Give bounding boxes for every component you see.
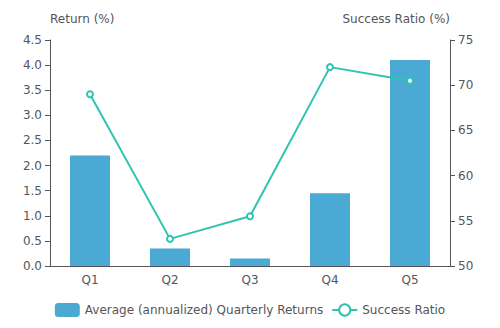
- svg-text:Q2: Q2: [161, 273, 178, 287]
- svg-text:4.0: 4.0: [23, 58, 42, 72]
- svg-text:Q4: Q4: [321, 273, 338, 287]
- svg-text:Return (%): Return (%): [50, 12, 114, 26]
- svg-text:70: 70: [458, 78, 473, 92]
- svg-text:Q5: Q5: [401, 273, 418, 287]
- svg-text:Q3: Q3: [241, 273, 258, 287]
- svg-text:4.5: 4.5: [23, 33, 42, 47]
- svg-text:1.5: 1.5: [23, 184, 42, 198]
- svg-text:1.0: 1.0: [23, 209, 42, 223]
- svg-text:Success Ratio (%): Success Ratio (%): [342, 12, 450, 26]
- svg-text:55: 55: [458, 214, 473, 228]
- svg-text:3.0: 3.0: [23, 108, 42, 122]
- svg-text:3.5: 3.5: [23, 83, 42, 97]
- svg-text:Success Ratio: Success Ratio: [362, 303, 445, 317]
- svg-text:0.5: 0.5: [23, 234, 42, 248]
- svg-text:Average (annualized) Quarterly: Average (annualized) Quarterly Returns: [85, 303, 323, 317]
- svg-text:50: 50: [458, 259, 473, 273]
- svg-text:75: 75: [458, 33, 473, 47]
- svg-text:2.0: 2.0: [23, 159, 42, 173]
- svg-text:0.0: 0.0: [23, 259, 42, 273]
- svg-text:2.5: 2.5: [23, 133, 42, 147]
- svg-text:60: 60: [458, 169, 473, 183]
- svg-text:Q1: Q1: [81, 273, 98, 287]
- svg-text:65: 65: [458, 123, 473, 137]
